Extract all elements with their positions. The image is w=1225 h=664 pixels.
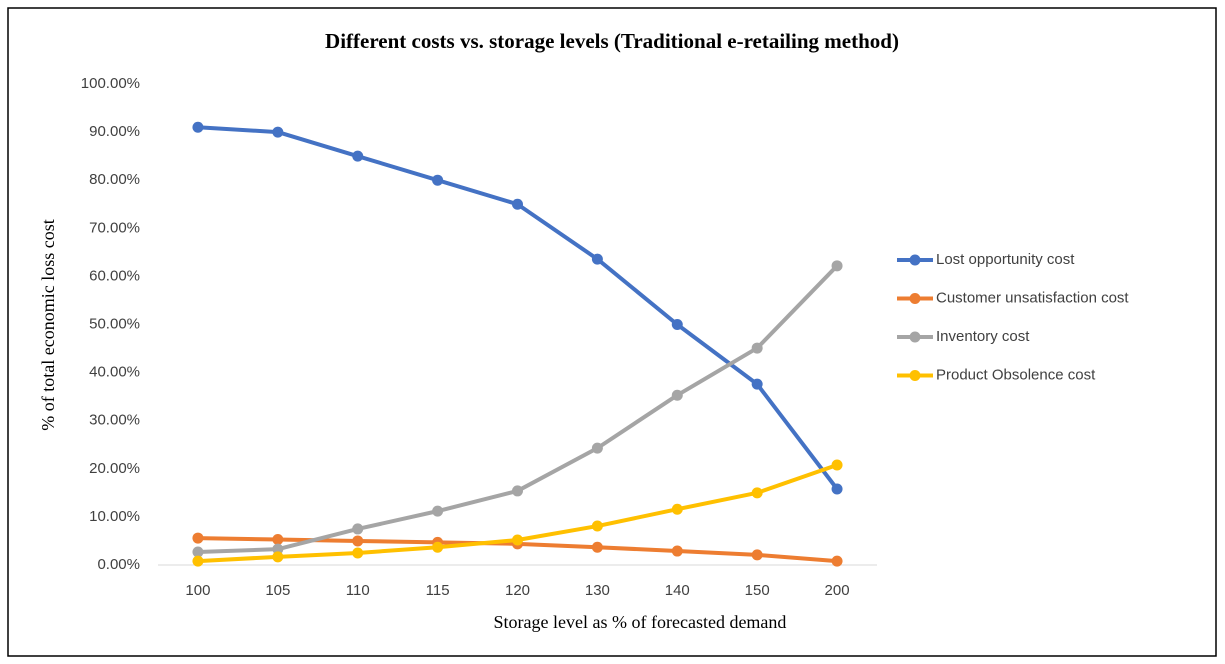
legend-label: Customer unsatisfaction cost [936,289,1129,306]
chart-frame [7,7,1217,657]
y-tick-label: 90.00% [89,123,140,140]
data-point [831,555,843,567]
data-point [671,545,683,557]
data-point [192,555,204,567]
data-point [352,547,364,559]
data-point [272,543,284,555]
y-tick-label: 10.00% [89,508,140,525]
data-point [272,126,284,138]
legend-label: Lost opportunity cost [936,251,1075,268]
x-tick-label: 130 [585,582,610,599]
legend-marker [909,331,921,343]
x-tick-label: 115 [426,582,450,599]
data-point [192,121,204,133]
x-tick-label: 100 [185,582,210,599]
x-tick-label: 140 [665,582,690,599]
data-point [831,260,843,272]
data-point [591,541,603,553]
y-tick-label: 20.00% [89,460,140,477]
y-tick-label: 30.00% [89,412,140,429]
data-point [352,523,364,535]
data-point [671,389,683,401]
data-point [192,546,204,558]
data-point [831,459,843,471]
data-point [352,535,364,547]
y-tick-label: 50.00% [89,315,140,332]
x-tick-label: 120 [505,582,530,599]
x-axis-title: Storage level as % of forecasted demand [494,612,787,632]
data-point [751,342,763,354]
data-point [751,378,763,390]
data-point [671,503,683,515]
y-axis-title: % of total economic loss cost [38,219,58,430]
x-tick-label: 150 [745,582,770,599]
chart-title: Different costs vs. storage levels (Trad… [325,29,899,53]
data-point [432,174,444,186]
data-point [272,534,284,546]
data-point [272,551,284,563]
y-tick-label: 80.00% [89,171,140,188]
data-point [352,150,364,162]
x-tick-label: 105 [265,582,290,599]
data-point [591,253,603,265]
legend-label: Inventory cost [936,328,1030,345]
data-point [432,541,444,553]
data-point [192,532,204,544]
y-tick-label: 60.00% [89,267,140,284]
y-tick-label: 100.00% [81,75,140,92]
data-point [512,534,523,546]
data-point [831,483,843,495]
legend-label: Product Obsolence cost [936,366,1096,383]
y-tick-label: 70.00% [89,219,140,236]
legend-marker [909,293,921,304]
y-tick-label: 40.00% [89,364,140,381]
y-tick-label: 0.00% [97,556,140,573]
legend-marker [909,254,921,266]
x-tick-label: 110 [346,582,370,599]
data-point [512,485,523,497]
data-point [671,319,683,330]
data-point [432,505,444,517]
legend-marker [909,370,921,381]
data-point [751,487,763,499]
data-point [751,549,763,561]
data-point [512,198,523,210]
data-point [591,520,603,532]
x-tick-label: 200 [825,582,850,599]
data-point [591,442,603,454]
